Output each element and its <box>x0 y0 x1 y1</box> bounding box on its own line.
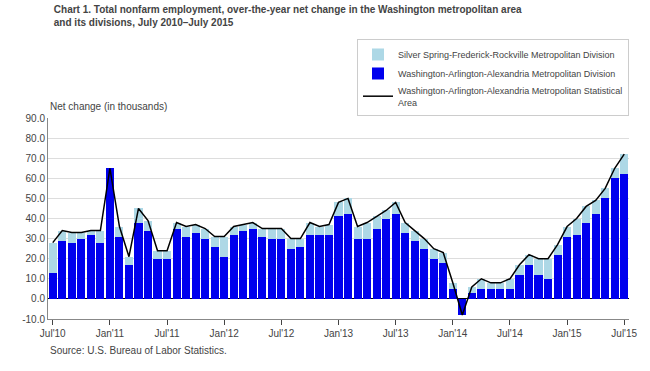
svg-text:Jan'13: Jan'13 <box>324 328 354 339</box>
svg-text:70.0: 70.0 <box>26 153 46 164</box>
svg-text:Source: U.S. Bureau of Labor S: Source: U.S. Bureau of Labor Statistics. <box>50 345 227 356</box>
svg-text:Net change (in thousands): Net change (in thousands) <box>50 101 167 112</box>
svg-text:Jul'10: Jul'10 <box>40 328 66 339</box>
svg-text:Chart 1. Total nonfarm employm: Chart 1. Total nonfarm employment, over-… <box>54 4 522 28</box>
svg-text:40.0: 40.0 <box>26 213 46 224</box>
svg-text:10.0: 10.0 <box>26 273 46 284</box>
svg-text:80.0: 80.0 <box>26 133 46 144</box>
svg-text:Silver Spring-Frederick-Rockvi: Silver Spring-Frederick-Rockville Metrop… <box>398 50 615 60</box>
svg-text:60.0: 60.0 <box>26 173 46 184</box>
svg-text:90.0: 90.0 <box>26 113 46 124</box>
svg-text:Jul'13: Jul'13 <box>383 328 409 339</box>
svg-text:Jul'12: Jul'12 <box>268 328 294 339</box>
svg-text:30.0: 30.0 <box>26 233 46 244</box>
svg-text:-10.0: -10.0 <box>22 314 45 325</box>
svg-text:20.0: 20.0 <box>26 253 46 264</box>
svg-text:Jul'15: Jul'15 <box>611 328 637 339</box>
svg-text:Jul'14: Jul'14 <box>497 328 523 339</box>
svg-text:Jan'11: Jan'11 <box>96 328 125 339</box>
svg-text:Jan'12: Jan'12 <box>210 328 240 339</box>
svg-text:Jul'11: Jul'11 <box>155 328 181 339</box>
svg-text:0.0: 0.0 <box>31 293 45 304</box>
svg-text:Washington-Arlington-Alexandri: Washington-Arlington-Alexandria Metropol… <box>398 86 622 108</box>
svg-text:50.0: 50.0 <box>26 193 46 204</box>
svg-text:Jan'14: Jan'14 <box>438 328 468 339</box>
svg-text:Jan'15: Jan'15 <box>553 328 583 339</box>
svg-text:Washington-Arlington-Alexandri: Washington-Arlington-Alexandria Metropol… <box>398 69 615 79</box>
